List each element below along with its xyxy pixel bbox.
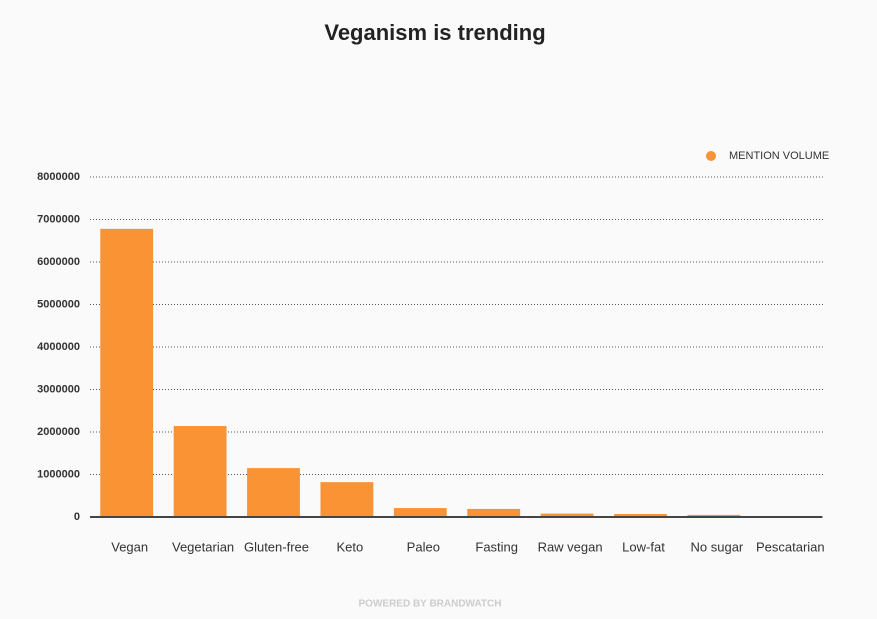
y-tick-label: 8000000 <box>37 171 80 183</box>
bar <box>393 508 447 517</box>
x-tick-label: Pescatarian <box>756 539 825 554</box>
x-tick-label: No sugar <box>691 539 744 554</box>
chart-title: Veganism is trending <box>324 20 545 45</box>
x-tick-label: Paleo <box>407 539 440 554</box>
bar <box>467 508 521 517</box>
x-tick-label: Fasting <box>475 539 518 554</box>
bar <box>614 514 667 517</box>
legend-marker <box>706 151 716 161</box>
y-tick-label: 3000000 <box>37 383 80 395</box>
bar <box>247 468 300 517</box>
x-tick-label: Vegan <box>111 539 148 554</box>
footer: POWERED BY BRANDWATCH <box>359 599 502 610</box>
y-tick-label: 4000000 <box>37 341 80 353</box>
x-tick-label: Keto <box>337 539 364 554</box>
y-tick-label: 6000000 <box>37 256 80 268</box>
bar <box>173 426 227 517</box>
x-tick-label: Raw vegan <box>538 539 603 554</box>
y-tick-label: 1000000 <box>37 468 80 480</box>
bar <box>687 514 741 517</box>
legend-label: MENTION VOLUME <box>729 150 829 162</box>
y-tick-label: 0 <box>74 511 80 523</box>
x-tick-label: Low-fat <box>622 539 665 554</box>
y-tick-label: 5000000 <box>37 298 80 310</box>
bar <box>100 228 154 517</box>
bar <box>320 482 374 517</box>
x-tick-label: Vegetarian <box>172 539 234 554</box>
x-tick-label: Gluten-free <box>244 539 309 554</box>
y-tick-label: 2000000 <box>37 426 80 438</box>
y-tick-label: 7000000 <box>37 213 80 225</box>
bar <box>540 513 594 517</box>
